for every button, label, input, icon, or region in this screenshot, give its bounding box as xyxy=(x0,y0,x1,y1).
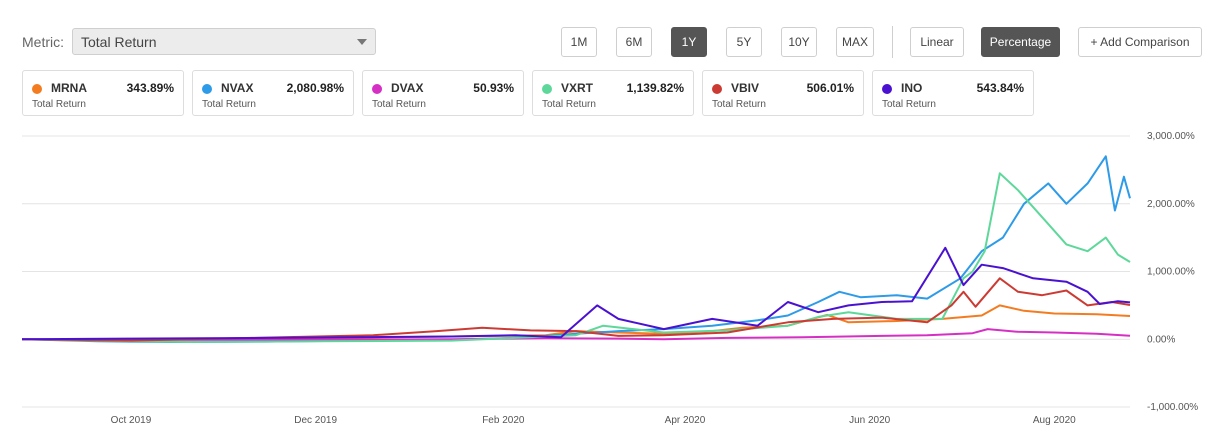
series-color-dot xyxy=(542,84,552,94)
ticker-metric-label: Total Return xyxy=(882,99,936,110)
period-button-1y[interactable]: 1Y xyxy=(671,27,707,57)
ticker-metric-label: Total Return xyxy=(32,99,86,110)
ticker-symbol: NVAX xyxy=(221,81,254,95)
scale-button-percentage[interactable]: Percentage xyxy=(981,27,1060,57)
ticker-return-value: 1,139.82% xyxy=(626,81,684,95)
chart-series xyxy=(21,155,1131,343)
metric-select-value: Total Return xyxy=(81,34,157,50)
ticker-card-mrna[interactable]: MRNA 343.89% Total Return xyxy=(22,70,184,116)
x-tick-label: Apr 2020 xyxy=(665,415,706,426)
x-axis-ticks: Oct 2019 Dec 2019 Feb 2020 Apr 2020 Jun 2020… xyxy=(111,415,1076,426)
chevron-down-icon xyxy=(357,39,367,45)
ticker-symbol: VXRT xyxy=(561,81,594,95)
ticker-card-ino[interactable]: INO 543.84% Total Return xyxy=(872,70,1034,116)
y-tick-label: -1,000.00% xyxy=(1147,402,1198,413)
ticker-symbol: DVAX xyxy=(391,81,424,95)
ticker-symbol: MRNA xyxy=(51,81,87,95)
add-comparison-button[interactable]: + Add Comparison xyxy=(1078,27,1202,57)
series-color-dot xyxy=(372,84,382,94)
line-chart: 3,000.00% 2,000.00% 1,000.00% 0.00% -1,000.0… xyxy=(21,131,1198,426)
ticker-metric-label: Total Return xyxy=(712,99,766,110)
ticker-symbol: INO xyxy=(901,81,923,95)
ticker-card-nvax[interactable]: NVAX 2,080.98% Total Return xyxy=(192,70,354,116)
x-tick-label: Aug 2020 xyxy=(1033,415,1076,426)
y-tick-label: 3,000.00% xyxy=(1147,131,1195,142)
series-line-vxrt xyxy=(21,172,1131,343)
series-color-dot xyxy=(202,84,212,94)
series-line-vbiv xyxy=(21,277,1131,342)
ticker-card-vbiv[interactable]: VBIV 506.01% Total Return xyxy=(702,70,864,116)
period-button-6m[interactable]: 6M xyxy=(616,27,652,57)
ticker-return-value: 50.93% xyxy=(473,81,514,95)
y-tick-label: 2,000.00% xyxy=(1147,199,1195,210)
metric-label: Metric: xyxy=(22,34,64,50)
series-line-nvax xyxy=(21,155,1131,343)
series-line-ino xyxy=(21,246,1131,341)
ticker-return-value: 506.01% xyxy=(806,81,854,95)
ticker-card-vxrt[interactable]: VXRT 1,139.82% Total Return xyxy=(532,70,694,116)
chart-grid xyxy=(22,135,1130,408)
scale-button-linear[interactable]: Linear xyxy=(910,27,964,57)
x-tick-label: Dec 2019 xyxy=(294,415,337,426)
y-tick-label: 0.00% xyxy=(1147,334,1175,345)
ticker-metric-label: Total Return xyxy=(202,99,256,110)
period-button-max[interactable]: MAX xyxy=(836,27,874,57)
x-tick-label: Jun 2020 xyxy=(849,415,891,426)
ticker-return-value: 543.84% xyxy=(976,81,1024,95)
x-tick-label: Oct 2019 xyxy=(111,415,152,426)
ticker-return-value: 343.89% xyxy=(126,81,174,95)
series-color-dot xyxy=(32,84,42,94)
y-axis-ticks: 3,000.00% 2,000.00% 1,000.00% 0.00% -1,000.0… xyxy=(1147,131,1198,413)
series-line-dvax xyxy=(21,328,1131,341)
period-button-5y[interactable]: 5Y xyxy=(726,27,762,57)
ticker-card-dvax[interactable]: DVAX 50.93% Total Return xyxy=(362,70,524,116)
ticker-metric-label: Total Return xyxy=(372,99,426,110)
ticker-symbol: VBIV xyxy=(731,81,760,95)
metric-select[interactable]: Total Return xyxy=(72,28,376,55)
ticker-return-value: 2,080.98% xyxy=(286,81,344,95)
series-color-dot xyxy=(882,84,892,94)
period-button-1m[interactable]: 1M xyxy=(561,27,597,57)
ticker-metric-label: Total Return xyxy=(542,99,596,110)
y-tick-label: 1,000.00% xyxy=(1147,267,1195,278)
x-tick-label: Feb 2020 xyxy=(482,415,525,426)
series-color-dot xyxy=(712,84,722,94)
period-button-10y[interactable]: 10Y xyxy=(781,27,817,57)
toolbar-divider xyxy=(892,26,893,58)
